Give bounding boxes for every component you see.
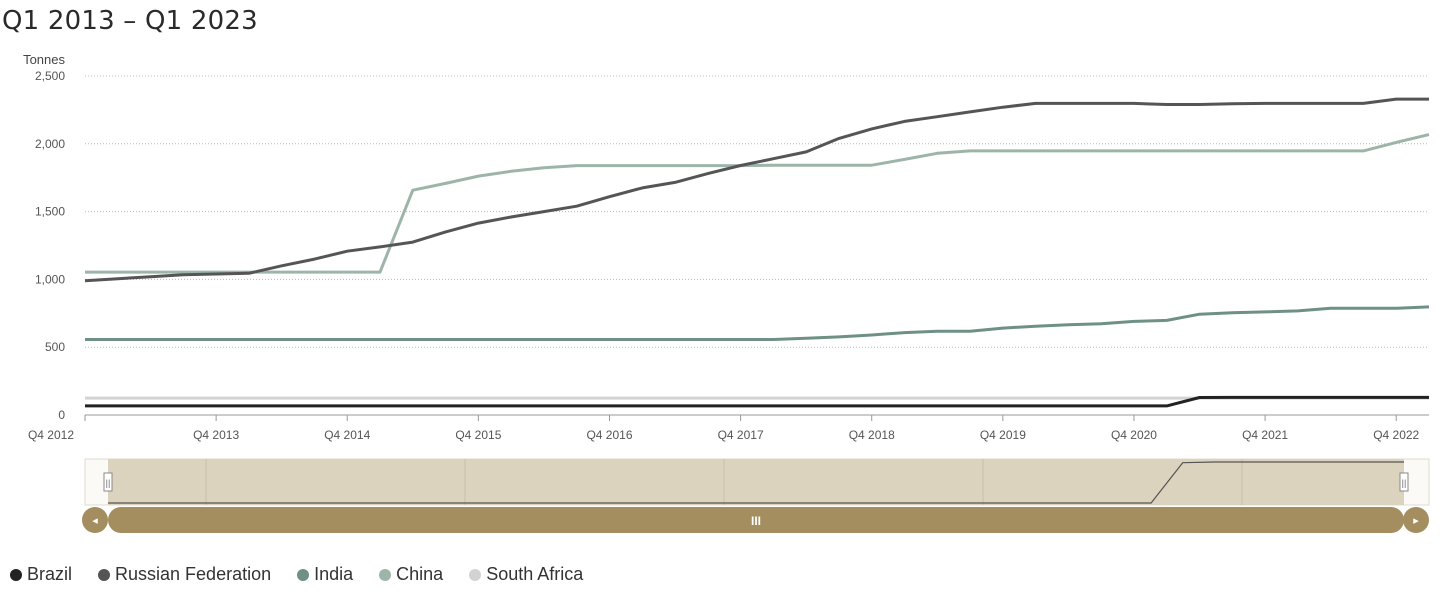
y-tick-label: 0 — [58, 408, 65, 422]
legend-item-brazil[interactable]: Brazil — [10, 564, 72, 585]
x-tick-label: Q4 2018 — [849, 428, 895, 442]
x-tick-label: Q4 2016 — [586, 428, 632, 442]
legend: Brazil Russian Federation India China South … — [10, 564, 609, 585]
legend-label: Russian Federation — [115, 564, 272, 584]
handle-grip-icon: || — [1402, 478, 1407, 488]
handle-grip-icon: || — [106, 478, 111, 488]
x-tick-label: Q4 2013 — [193, 428, 239, 442]
legend-item-china[interactable]: China — [379, 564, 443, 585]
chart-title: Q1 2013 – Q1 2023 — [2, 6, 258, 36]
y-tick-label: 1,500 — [35, 205, 65, 219]
series-line-russian-federation[interactable] — [84, 97, 1429, 283]
legend-item-india[interactable]: India — [297, 564, 353, 585]
legend-marker-icon — [98, 568, 111, 581]
series-line-brazil[interactable] — [85, 395, 1429, 408]
chevron-left-icon: ◂ — [92, 515, 98, 527]
series-lines — [84, 97, 1430, 408]
x-tick-label: Q4 2012 — [28, 428, 74, 442]
navigator-right-handle[interactable] — [1399, 472, 1409, 492]
y-tick-label: 1,000 — [35, 272, 65, 286]
x-tick-label: Q4 2019 — [980, 428, 1026, 442]
series-line-china[interactable] — [85, 133, 1430, 274]
grid-lines — [85, 75, 1429, 416]
y-tick-label: 2,500 — [35, 69, 65, 83]
y-axis: 0 500 1,000 1,500 2,000 2,500 — [35, 69, 65, 422]
navigator-left-handle[interactable] — [103, 472, 113, 492]
legend-marker-icon — [379, 568, 392, 581]
legend-label: India — [314, 564, 354, 584]
y-tick-label: 2,000 — [35, 137, 65, 151]
navigator-selection[interactable] — [108, 459, 1404, 505]
navigator-scrollbar-thumb[interactable] — [108, 507, 1404, 533]
scroll-right-button[interactable] — [1403, 507, 1429, 533]
x-axis: Q4 2012 Q4 2013 Q4 2014 Q4 2015 Q4 2016 Q4 20… — [28, 415, 1420, 442]
x-tick-label: Q4 2017 — [718, 428, 764, 442]
series-line-india[interactable] — [85, 305, 1430, 341]
legend-label: China — [396, 564, 444, 584]
legend-label: South Africa — [486, 564, 584, 584]
x-tick-label: Q4 2022 — [1373, 428, 1419, 442]
scrollbar-grip-icon: III — [751, 514, 761, 528]
range-navigator: || || III ◂ ▸ — [82, 458, 1430, 533]
scroll-left-button[interactable] — [82, 507, 108, 533]
y-axis-unit-label: Tonnes — [23, 52, 65, 67]
navigator-series-line — [108, 461, 1404, 504]
chevron-right-icon: ▸ — [1413, 515, 1419, 527]
x-tick-label: Q4 2021 — [1242, 428, 1288, 442]
legend-marker-icon — [10, 568, 22, 581]
x-tick-label: Q4 2014 — [324, 428, 370, 442]
legend-item-russian-federation[interactable]: Russian Federation — [98, 564, 271, 585]
legend-item-south-africa[interactable]: South Africa — [469, 564, 583, 585]
y-tick-label: 500 — [45, 340, 65, 354]
x-tick-label: Q4 2015 — [455, 428, 501, 442]
legend-label: Brazil — [27, 564, 73, 584]
legend-marker-icon — [297, 568, 310, 581]
x-tick-label: Q4 2020 — [1111, 428, 1157, 442]
legend-marker-icon — [469, 568, 482, 581]
